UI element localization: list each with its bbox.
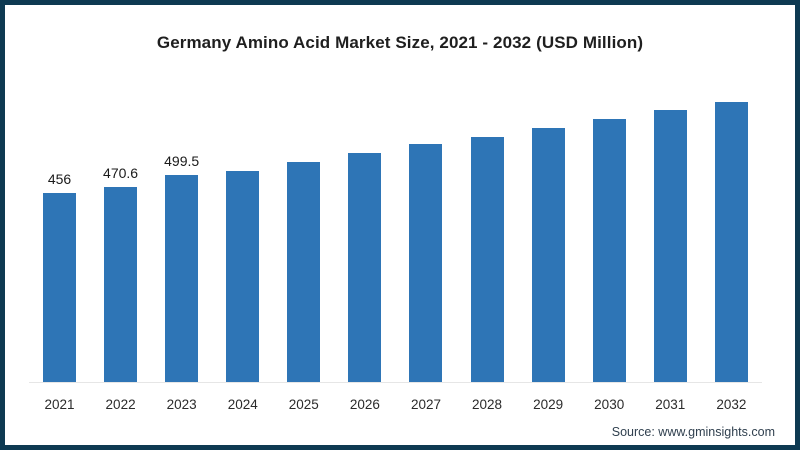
x-tick-label: 2030: [594, 397, 625, 412]
bar-2029: [531, 128, 565, 382]
bar-column: 456 2021: [29, 171, 90, 412]
bar-2028: [470, 137, 504, 382]
bar-column: 2024: [212, 171, 273, 412]
bar-2023: [165, 175, 199, 382]
bar-column: 2025: [273, 162, 334, 412]
x-tick-label: 2032: [716, 397, 747, 412]
bar-2025: [287, 162, 321, 382]
bar-column: 499.5 2023: [151, 153, 212, 412]
bar-chart: 456 2021 470.6 2022 499.5 2023 2024 2025 2026 202…: [29, 76, 762, 412]
source-attribution: Source: www.gminsights.com: [611, 425, 775, 439]
bar-2030: [592, 119, 626, 382]
bar-column: 2028: [457, 137, 518, 412]
x-tick-label: 2031: [655, 397, 686, 412]
bar-2026: [348, 153, 382, 382]
x-tick-label: 2023: [166, 397, 197, 412]
bar-column: 2026: [334, 153, 395, 412]
x-tick-label: 2026: [349, 397, 380, 412]
bar-column: 2031: [640, 110, 701, 412]
bar-column: 2027: [395, 144, 456, 412]
bar-value-label: 499.5: [164, 153, 200, 169]
bar-2022: [104, 187, 138, 382]
bar-column: 470.6 2022: [90, 165, 151, 412]
bar-2027: [409, 144, 443, 382]
x-tick-label: 2027: [410, 397, 441, 412]
bar-2021: [43, 193, 76, 382]
chart-title: Germany Amino Acid Market Size, 2021 - 2…: [156, 33, 644, 52]
bar-column: 2029: [518, 128, 579, 412]
bar-2032: [714, 102, 748, 382]
bar-value-label: 456: [47, 171, 72, 187]
bar-column: 2032: [701, 102, 762, 412]
x-tick-label: 2022: [105, 397, 136, 412]
x-tick-label: 2028: [472, 397, 503, 412]
bar-value-label: 470.6: [103, 165, 139, 181]
bar-2024: [226, 171, 260, 382]
bar-2031: [653, 110, 687, 382]
x-tick-label: 2024: [227, 397, 258, 412]
x-tick-label: 2025: [288, 397, 319, 412]
x-tick-label: 2029: [533, 397, 564, 412]
bar-column: 2030: [579, 119, 640, 412]
x-tick-label: 2021: [44, 397, 75, 412]
